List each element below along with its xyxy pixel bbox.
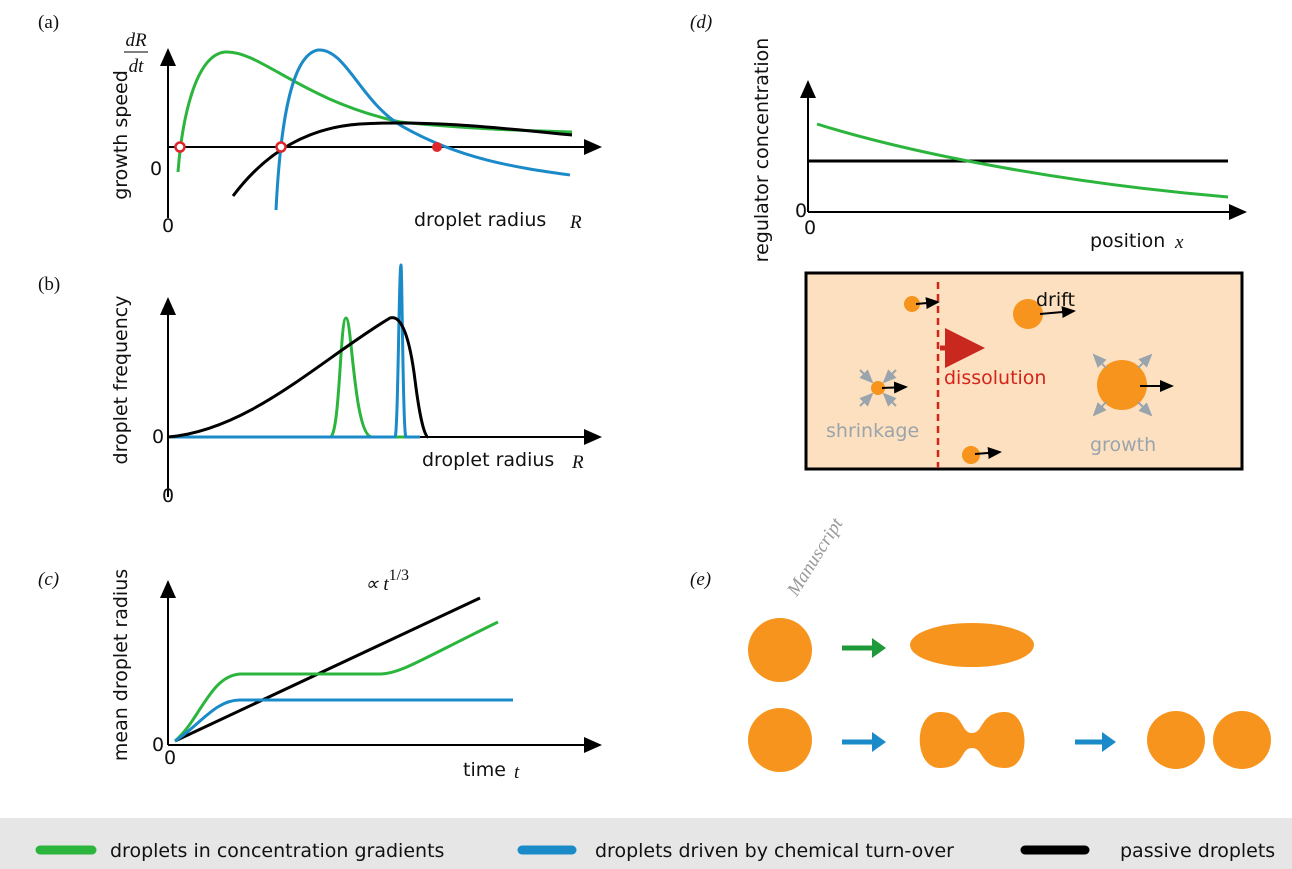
y-zero: 0 [152, 734, 164, 756]
legend-label: passive droplets [1120, 840, 1275, 862]
droplet [748, 618, 812, 682]
shrinkage-label: shrinkage [826, 420, 919, 442]
panel-d: (d) regulator concentration 0 0 position… [690, 12, 1247, 471]
droplet [1097, 360, 1147, 410]
panel-label: (c) [38, 569, 59, 590]
curve [176, 50, 573, 173]
x-label: droplet radius [422, 449, 554, 471]
scaling-label: ∝ t1/3 [365, 567, 409, 595]
y-label: droplet frequency [110, 296, 132, 465]
y-label: growth speed [110, 70, 132, 200]
droplet [1013, 299, 1043, 329]
curve [231, 121, 573, 197]
curve [167, 316, 429, 439]
panel-label: (b) [38, 274, 60, 295]
x-zero: 0 [164, 747, 176, 769]
y-zero: 0 [152, 426, 164, 448]
panel-label: (e) [690, 569, 711, 590]
arrow-head [1102, 732, 1116, 752]
x-zero: 0 [804, 217, 816, 239]
x-symbol: x [1174, 232, 1184, 253]
curve [170, 316, 415, 439]
panel-e: (e) [690, 569, 1271, 772]
legend-band [0, 818, 1292, 869]
droplet [1213, 711, 1271, 769]
curve [274, 48, 571, 211]
x-zero: 0 [162, 485, 174, 507]
droplet [748, 708, 812, 772]
y-symbol-num: dR [125, 30, 147, 51]
panel-b: (b) droplet frequency 0 0 droplet radius… [38, 263, 602, 507]
x-label: droplet radius [414, 209, 546, 231]
legend: droplets in concentration gradients drop… [0, 818, 1292, 869]
elongated-droplet [910, 623, 1034, 667]
drift-arrow [1039, 306, 1076, 319]
curve [174, 596, 481, 743]
y-zero: 0 [150, 158, 162, 180]
watermark: Manuscript [783, 514, 848, 601]
curve [174, 620, 499, 743]
x-symbol: R [571, 452, 584, 473]
growth-label: growth [1090, 434, 1156, 456]
fixed-point [275, 141, 287, 153]
curve [174, 698, 513, 743]
curve [170, 263, 420, 439]
droplet [962, 446, 980, 464]
fixed-point [432, 142, 442, 152]
dividing-droplet [919, 712, 1025, 768]
x-symbol: R [569, 212, 582, 233]
y-zero: 0 [795, 200, 807, 222]
y-label: mean droplet radius [110, 569, 132, 761]
dissolution-label: dissolution [944, 367, 1046, 389]
panel-c: (c) mean droplet radius 0 0 time t ∝ t1/… [38, 567, 602, 783]
legend-label: droplets driven by chemical turn-over [595, 840, 954, 862]
panel-label: (d) [690, 12, 712, 33]
droplet [904, 296, 920, 312]
panel-a: (a) growth speed dR dt 0 0 droplet radiu… [38, 12, 602, 237]
y-label: regulator concentration [751, 38, 773, 263]
arrow-head [872, 638, 886, 658]
drift-arrow [915, 297, 940, 310]
droplet [871, 381, 885, 395]
panel-label: (a) [38, 12, 59, 33]
fixed-point [174, 141, 186, 153]
x-zero: 0 [162, 215, 174, 237]
x-label: time [463, 759, 506, 781]
x-symbol: t [514, 762, 520, 783]
x-label: position [1090, 230, 1165, 252]
droplet [1147, 711, 1205, 769]
y-symbol-den: dt [129, 56, 145, 77]
arrow-head [872, 732, 886, 752]
curve [816, 122, 1229, 199]
drift-arrow [881, 381, 908, 394]
drift-arrow [974, 446, 1002, 459]
drift-label: drift [1036, 289, 1075, 311]
legend-label: droplets in concentration gradients [110, 840, 444, 862]
